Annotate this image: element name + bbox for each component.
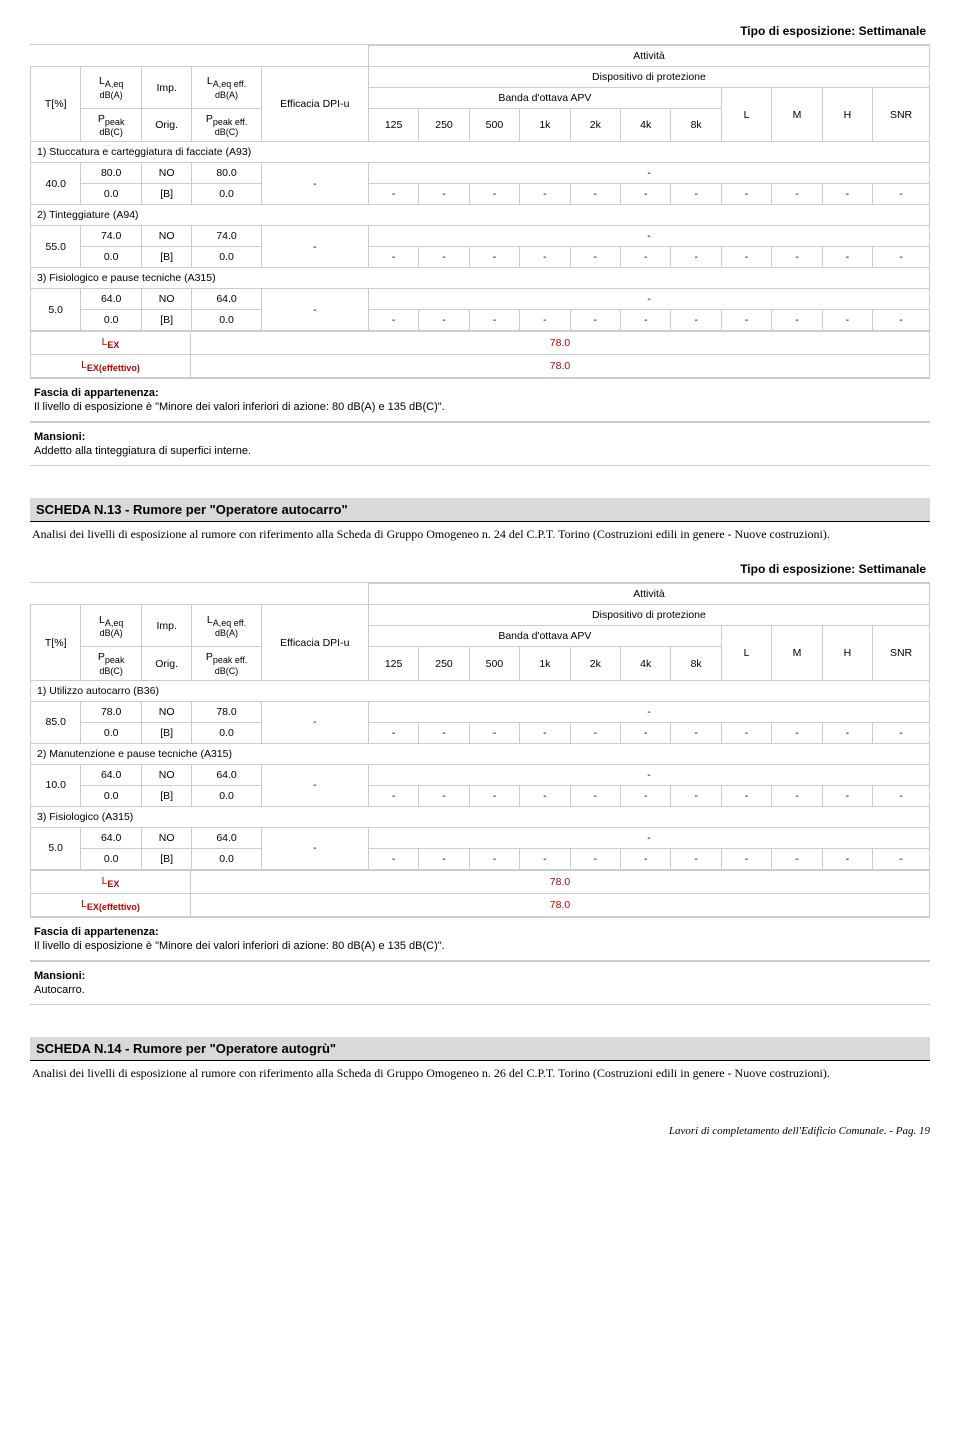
hdr-ppeakeff: Ppeak eff.dB(C)	[192, 109, 261, 142]
data-row: 10.064.0NO64.0--	[31, 764, 930, 785]
hdr-2k: 2k	[570, 109, 620, 142]
section-row: 1) Utilizzo autocarro (B36)	[31, 680, 930, 701]
mansioni-title: Mansioni:	[34, 431, 926, 443]
hdr-H: H	[822, 88, 872, 142]
scheda-13-desc: Analisi dei livelli di esposizione al ru…	[30, 522, 930, 556]
hdr-SNR: SNR	[873, 88, 930, 142]
hdr-tpct: T[%]	[31, 67, 81, 142]
noise-block-2: Tipo di esposizione: Settimanale Attivit…	[30, 556, 930, 1004]
data-row: 0.0[B]0.0-----------	[31, 848, 930, 869]
lex-val: 78.0	[191, 332, 930, 355]
data-row: 85.078.0NO78.0--	[31, 701, 930, 722]
hdr-imp: Imp.	[141, 67, 191, 109]
noise-table-2: Attività T[%] LA,eqdB(A) Imp. LA,eq eff.…	[30, 583, 930, 869]
data-row: 5.064.0NO64.0--	[31, 289, 930, 310]
hdr-125: 125	[368, 109, 418, 142]
data-row: 0.0[B]0.0-----------	[31, 722, 930, 743]
exposure-type: Tipo di esposizione: Settimanale	[30, 18, 930, 45]
section-row: 1) Stuccatura e carteggiatura di facciat…	[31, 142, 930, 163]
section-row: 2) Tinteggiature (A94)	[31, 205, 930, 226]
hdr-M: M	[772, 88, 822, 142]
lexeff-val: 78.0	[191, 355, 930, 378]
section-row: 3) Fisiologico e pause tecniche (A315)	[31, 268, 930, 289]
hdr-ppeak: PpeakdB(C)	[81, 109, 142, 142]
fascia-text: Il livello di esposizione è "Minore dei …	[34, 401, 926, 413]
lex-table-2: LEX78.0 LEX(effettivo)78.0	[30, 870, 930, 917]
data-row: 0.0[B]0.0-----------	[31, 184, 930, 205]
hdr-effdpi: Efficacia DPI-u	[261, 67, 368, 142]
attivita-header-2: Attività	[368, 584, 929, 605]
hdr-1k: 1k	[520, 109, 570, 142]
hdr-laeq: LA,eqdB(A)	[81, 67, 142, 109]
fascia-box-2: Fascia di appartenenza: Il livello di es…	[30, 917, 930, 961]
hdr-laeqeff: LA,eq eff.dB(A)	[192, 67, 261, 109]
scheda-14-title: SCHEDA N.14 - Rumore per "Operatore auto…	[30, 1037, 930, 1061]
page-footer: Lavori di completamento dell'Edificio Co…	[30, 1125, 930, 1137]
hdr-orig: Orig.	[141, 109, 191, 142]
mansioni-box-2: Mansioni: Autocarro.	[30, 961, 930, 1005]
data-row: 40.080.0NO80.0--	[31, 163, 930, 184]
attivita-header: Attività	[368, 46, 929, 67]
lexeff-label: LEX(effettivo)	[31, 355, 191, 378]
hdr-8k: 8k	[671, 109, 721, 142]
lex-table-1: LEX78.0 LEX(effettivo)78.0	[30, 331, 930, 378]
hdr-250: 250	[419, 109, 469, 142]
noise-table-1: Attività T[%] LA,eqdB(A) Imp. LA,eq eff.…	[30, 45, 930, 331]
hdr-500: 500	[469, 109, 519, 142]
section-row: 3) Fisiologico (A315)	[31, 806, 930, 827]
lex-label: LEX	[31, 332, 191, 355]
scheda-14-desc: Analisi dei livelli di esposizione al ru…	[30, 1061, 930, 1095]
mansioni-text: Addetto alla tinteggiatura di superfici …	[34, 445, 926, 457]
data-row: 0.0[B]0.0-----------	[31, 310, 930, 331]
section-row: 2) Manutenzione e pause tecniche (A315)	[31, 743, 930, 764]
hdr-L: L	[721, 88, 771, 142]
data-row: 55.074.0NO74.0--	[31, 226, 930, 247]
hdr-banda: Banda d'ottava APV	[368, 88, 721, 109]
exposure-type-2: Tipo di esposizione: Settimanale	[30, 556, 930, 583]
data-row: 0.0[B]0.0-----------	[31, 247, 930, 268]
fascia-box-1: Fascia di appartenenza: Il livello di es…	[30, 378, 930, 422]
hdr-4k: 4k	[621, 109, 671, 142]
fascia-title: Fascia di appartenenza:	[34, 387, 926, 399]
mansioni-box-1: Mansioni: Addetto alla tinteggiatura di …	[30, 422, 930, 466]
data-row: 0.0[B]0.0-----------	[31, 785, 930, 806]
hdr-disp: Dispositivo di protezione	[368, 67, 929, 88]
noise-block-1: Tipo di esposizione: Settimanale Attivit…	[30, 18, 930, 466]
scheda-13-title: SCHEDA N.13 - Rumore per "Operatore auto…	[30, 498, 930, 522]
data-row: 5.064.0NO64.0--	[31, 827, 930, 848]
